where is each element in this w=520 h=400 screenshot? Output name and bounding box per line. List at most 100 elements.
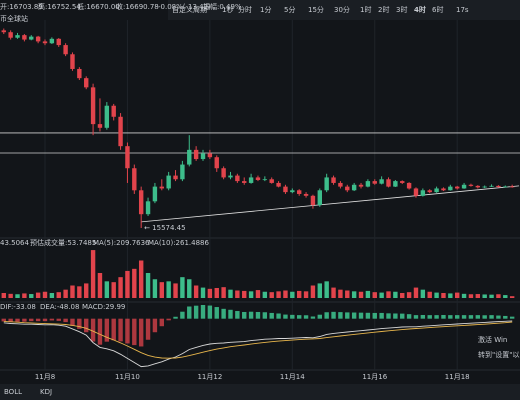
candle-body bbox=[255, 177, 261, 180]
period-button[interactable]: 1时 bbox=[360, 5, 371, 14]
volume-bar bbox=[331, 287, 336, 298]
candle-body bbox=[269, 179, 274, 183]
candle-body bbox=[180, 164, 185, 180]
candle-body bbox=[56, 38, 61, 46]
macd-bar bbox=[269, 312, 274, 319]
volume-bar bbox=[15, 294, 20, 298]
macd-bar bbox=[56, 318, 61, 321]
volume-bar bbox=[207, 288, 213, 298]
macd-bar bbox=[49, 318, 55, 321]
period-button[interactable]: 4时 bbox=[414, 5, 426, 14]
candle-body bbox=[235, 175, 240, 182]
candle-body bbox=[49, 38, 55, 44]
candle-body bbox=[221, 168, 226, 178]
period-button[interactable]: 3时 bbox=[396, 5, 407, 14]
candle-body bbox=[358, 184, 364, 187]
volume-bar bbox=[255, 290, 261, 298]
period-button[interactable]: 30分 bbox=[334, 5, 350, 14]
period-button[interactable]: 1秒 bbox=[222, 5, 233, 14]
volume-bar bbox=[317, 283, 322, 298]
volume-bar bbox=[214, 288, 219, 298]
macd-bar bbox=[482, 315, 487, 319]
period-button[interactable]: 2时 bbox=[378, 5, 389, 14]
volume-bar bbox=[400, 293, 405, 298]
candle-body bbox=[173, 175, 178, 180]
macd-bar bbox=[111, 318, 116, 341]
period-button[interactable]: 分时 bbox=[238, 5, 252, 14]
macd-bar bbox=[187, 306, 192, 319]
period-button[interactable]: 自定义周期 bbox=[172, 5, 207, 14]
candle-body bbox=[310, 195, 316, 205]
macd-bar bbox=[90, 318, 96, 342]
volume-bar bbox=[386, 291, 391, 298]
volume-bar bbox=[152, 279, 158, 298]
candle-body bbox=[242, 181, 247, 183]
period-button[interactable]: 6时 bbox=[432, 5, 443, 14]
candle-body bbox=[372, 181, 377, 184]
candle-body bbox=[166, 175, 171, 189]
volume-bar bbox=[90, 250, 96, 298]
period-button[interactable]: 17s bbox=[456, 6, 469, 14]
macd-label: MACD:29.99 bbox=[82, 303, 125, 311]
ohlc-text: 振幅:0.49% bbox=[203, 2, 242, 11]
macd-bar bbox=[200, 305, 206, 319]
volume-bar bbox=[56, 292, 61, 298]
macd-bar bbox=[214, 307, 219, 319]
bottom-bar bbox=[0, 384, 520, 400]
x-tick-label: 11月16 bbox=[362, 373, 387, 381]
candle-body bbox=[296, 190, 302, 194]
candle-body bbox=[262, 179, 268, 181]
volume-bar bbox=[434, 292, 439, 298]
macd-bar bbox=[365, 312, 371, 319]
macd-bar bbox=[159, 318, 164, 327]
candle-body bbox=[441, 188, 446, 191]
volume-bar bbox=[138, 260, 144, 298]
macd-bar bbox=[406, 314, 412, 319]
volume-bar bbox=[104, 281, 110, 298]
indicator-tab[interactable]: KDJ bbox=[40, 388, 52, 396]
period-button[interactable]: 5分 bbox=[284, 5, 295, 14]
candle-body bbox=[489, 185, 494, 187]
indicator-tab[interactable]: BOLL bbox=[4, 388, 22, 396]
candle-body bbox=[406, 182, 412, 189]
low-arrow: ← bbox=[144, 224, 150, 232]
volume-bar bbox=[276, 291, 281, 298]
macd-bar bbox=[262, 312, 268, 319]
volume-bar bbox=[22, 293, 27, 298]
macd-bar bbox=[242, 311, 247, 319]
volume-bar bbox=[180, 277, 185, 298]
candle-body bbox=[159, 186, 164, 189]
volume-bar bbox=[345, 290, 350, 298]
volume-bar bbox=[310, 285, 316, 298]
volume-label: MA(5):209.7636 bbox=[93, 239, 150, 247]
macd-bar bbox=[413, 315, 419, 319]
ohlc-text: 高:16752.54 bbox=[38, 2, 81, 11]
low-label: 15574.45 bbox=[152, 224, 185, 232]
macd-bar bbox=[29, 318, 34, 322]
macd-bar bbox=[386, 313, 391, 319]
candle-body bbox=[63, 45, 68, 55]
macd-bar bbox=[193, 305, 199, 319]
macd-bar bbox=[132, 318, 137, 346]
candle-body bbox=[193, 149, 199, 160]
volume-bar bbox=[84, 283, 89, 298]
volume-bar bbox=[365, 290, 371, 298]
macd-bar bbox=[358, 312, 364, 319]
volume-bar bbox=[441, 293, 446, 298]
macd-bar bbox=[338, 312, 343, 319]
candle-body bbox=[42, 41, 48, 44]
candle-body bbox=[482, 186, 487, 188]
x-tick-label: 11月10 bbox=[115, 373, 140, 381]
macd-bar bbox=[248, 311, 254, 319]
candle-body bbox=[90, 87, 96, 125]
period-button[interactable]: 1分 bbox=[260, 5, 271, 14]
period-button[interactable]: 15分 bbox=[308, 5, 324, 14]
volume-bar bbox=[290, 291, 295, 298]
macd-bar bbox=[166, 318, 171, 321]
candle-body bbox=[379, 179, 384, 184]
volume-bar bbox=[63, 289, 68, 298]
candle-body bbox=[393, 181, 398, 187]
macd-bar bbox=[104, 318, 110, 342]
